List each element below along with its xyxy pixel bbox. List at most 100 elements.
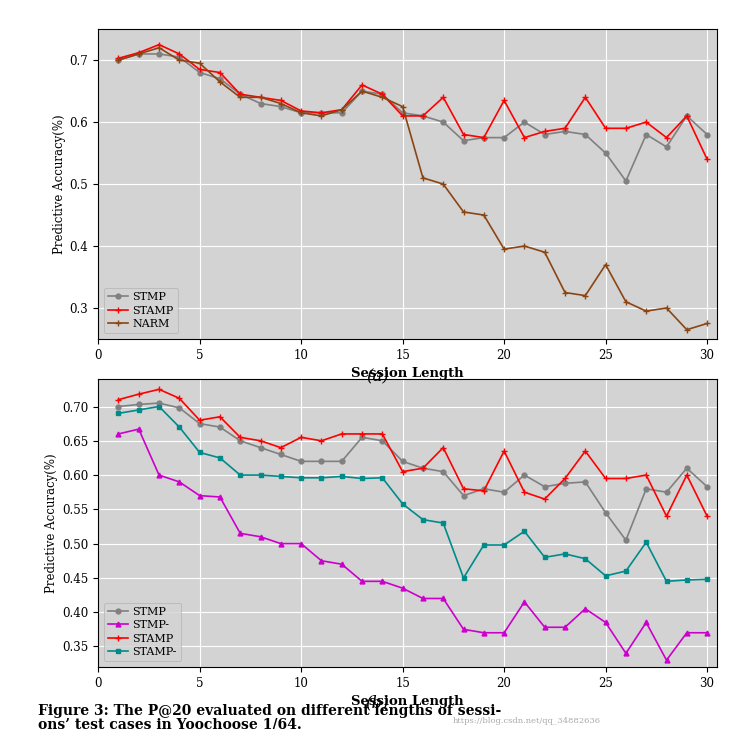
STAMP- <box>500 541 509 550</box>
STMP <box>378 90 387 98</box>
STAMP- <box>581 554 590 563</box>
NARM <box>175 56 184 65</box>
STAMP <box>175 50 184 58</box>
NARM <box>662 303 671 312</box>
STMP <box>642 130 651 139</box>
STAMP- <box>134 405 143 414</box>
STMP- <box>276 539 285 548</box>
STMP <box>621 176 630 185</box>
STAMP <box>114 54 123 63</box>
Line: STAMP: STAMP <box>115 386 710 520</box>
STMP- <box>236 529 245 538</box>
STAMP <box>439 93 448 102</box>
STAMP <box>683 471 692 480</box>
NARM <box>500 245 509 254</box>
STMP <box>114 402 123 411</box>
STAMP <box>317 109 326 117</box>
STAMP <box>378 429 387 438</box>
STAMP <box>175 394 184 402</box>
NARM <box>317 112 326 120</box>
STAMP <box>134 390 143 399</box>
STMP <box>439 467 448 476</box>
STAMP <box>642 471 651 480</box>
STMP <box>683 112 692 120</box>
STAMP- <box>520 527 529 536</box>
Y-axis label: Predictive Accuracy(%): Predictive Accuracy(%) <box>53 114 66 254</box>
NARM <box>703 319 712 328</box>
STMP <box>459 491 468 500</box>
Legend: STMP, STMP-, STAMP, STAMP-: STMP, STMP-, STAMP, STAMP- <box>103 603 181 661</box>
STMP- <box>134 425 143 434</box>
Text: (b): (b) <box>365 694 390 711</box>
NARM <box>418 174 427 182</box>
STAMP <box>134 48 143 57</box>
STMP- <box>703 628 712 637</box>
STAMP- <box>479 541 488 550</box>
STMP <box>601 508 610 517</box>
STAMP- <box>642 538 651 547</box>
NARM <box>114 56 123 65</box>
Line: STAMP-: STAMP- <box>116 404 710 584</box>
STMP- <box>662 656 671 665</box>
STAMP <box>276 443 285 452</box>
STAMP <box>256 93 265 102</box>
STMP <box>256 99 265 108</box>
STMP- <box>337 560 347 569</box>
STMP <box>581 130 590 139</box>
STMP- <box>500 628 509 637</box>
STAMP <box>297 106 306 115</box>
STAMP <box>560 474 569 483</box>
Text: Figure 3: The P@20 evaluated on different lengths of sessi-: Figure 3: The P@20 evaluated on differen… <box>38 704 501 718</box>
STAMP- <box>459 574 468 582</box>
NARM <box>155 44 164 52</box>
STMP <box>134 50 143 58</box>
STAMP <box>418 112 427 120</box>
NARM <box>256 93 265 102</box>
NARM <box>601 260 610 269</box>
STMP- <box>398 584 407 593</box>
STAMP <box>703 155 712 164</box>
STMP <box>703 130 712 139</box>
STAMP <box>479 133 488 142</box>
STAMP- <box>155 402 164 411</box>
STMP <box>358 433 367 442</box>
STMP- <box>155 471 164 480</box>
NARM <box>520 242 529 251</box>
STAMP <box>418 464 427 472</box>
Legend: STMP, STAMP, NARM: STMP, STAMP, NARM <box>103 288 178 333</box>
STAMP <box>459 130 468 139</box>
NARM <box>459 208 468 217</box>
STMP <box>683 464 692 472</box>
NARM <box>621 297 630 306</box>
STAMP <box>155 40 164 49</box>
Line: STMP-: STMP- <box>116 426 710 663</box>
STAMP- <box>398 499 407 508</box>
STMP <box>134 400 143 409</box>
STAMP <box>337 106 347 114</box>
STMP- <box>601 618 610 627</box>
STMP <box>358 87 367 95</box>
NARM <box>581 291 590 300</box>
STAMP <box>155 385 164 394</box>
STMP- <box>418 594 427 603</box>
STMP <box>560 479 569 488</box>
STMP <box>621 536 630 545</box>
STMP <box>215 74 224 83</box>
Text: https://blog.csdn.net/qq_34882636: https://blog.csdn.net/qq_34882636 <box>453 717 601 725</box>
STMP <box>398 457 407 466</box>
STAMP- <box>683 576 692 585</box>
STMP- <box>439 594 448 603</box>
STMP <box>297 109 306 117</box>
STAMP- <box>175 423 184 432</box>
STMP- <box>520 598 529 607</box>
STMP- <box>479 628 488 637</box>
STMP <box>703 483 712 491</box>
STMP <box>540 483 549 491</box>
NARM <box>540 248 549 257</box>
STAMP <box>317 437 326 445</box>
STAMP <box>195 416 204 424</box>
STMP <box>439 118 448 127</box>
NARM <box>195 59 204 68</box>
STAMP <box>703 512 712 521</box>
STMP <box>155 50 164 58</box>
